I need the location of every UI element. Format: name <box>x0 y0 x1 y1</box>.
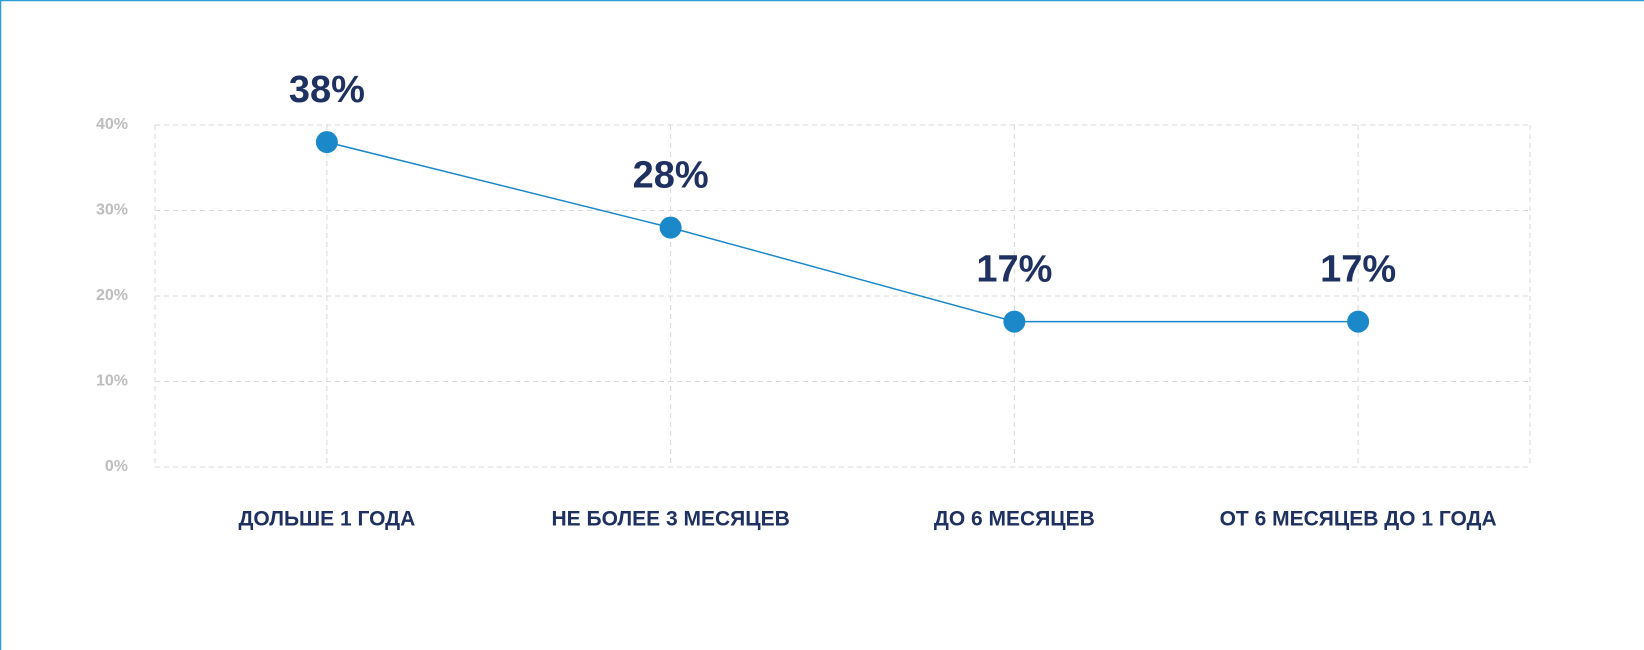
data-label: 28% <box>633 155 709 197</box>
y-tick-label: 20% <box>96 287 128 304</box>
x-tick-label: НЕ БОЛЕЕ 3 МЕСЯЦЕВ <box>551 508 789 531</box>
x-tick-label: ОТ 6 МЕСЯЦЕВ ДО 1 ГОДА <box>1220 508 1497 531</box>
y-tick-label: 30% <box>96 202 128 219</box>
data-label: 17% <box>1320 249 1396 291</box>
y-tick-label: 10% <box>96 373 128 390</box>
point <box>1003 310 1026 333</box>
point <box>659 216 682 239</box>
data-label: 17% <box>976 249 1052 291</box>
y-tick-label: 0% <box>105 458 128 475</box>
x-tick-label: ДО 6 МЕСЯЦЕВ <box>934 508 1095 531</box>
line <box>326 141 1359 323</box>
x-tick-label: ДОЛЬШЕ 1 ГОДА <box>238 508 415 531</box>
point <box>315 131 338 154</box>
point <box>1347 310 1370 333</box>
y-tick-label: 40% <box>96 116 128 133</box>
data-label: 38% <box>289 69 365 111</box>
